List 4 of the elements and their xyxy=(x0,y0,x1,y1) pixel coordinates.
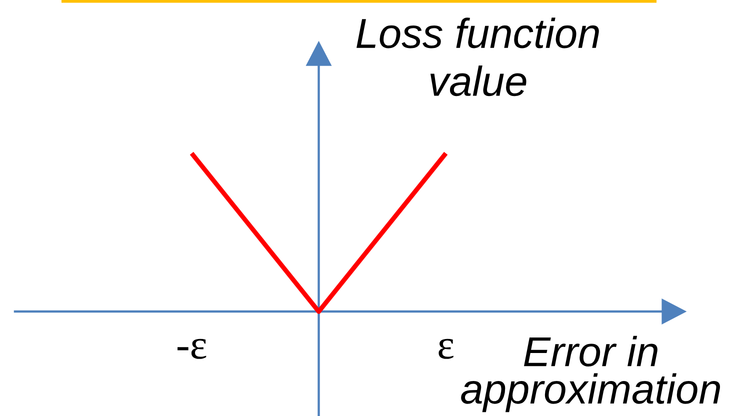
x-tick-label: ε xyxy=(438,338,454,359)
x-tick-label: -ε xyxy=(178,338,206,359)
y-axis-title: Loss function value xyxy=(356,18,599,96)
x-axis-title: Error in approximation xyxy=(461,336,720,412)
